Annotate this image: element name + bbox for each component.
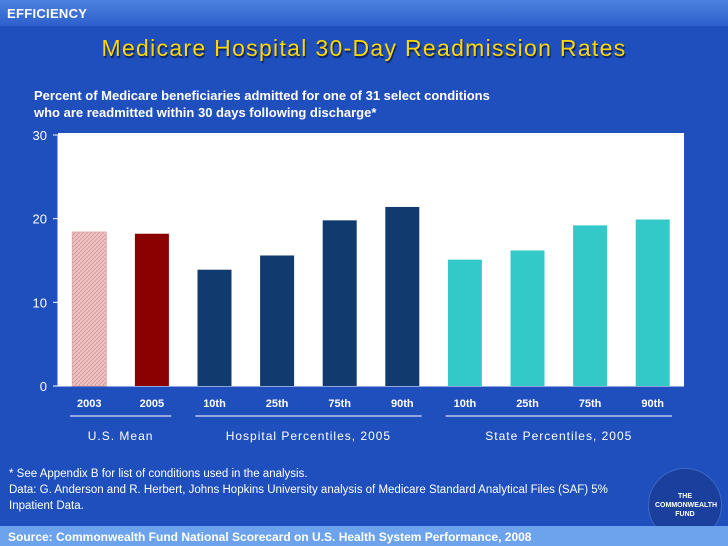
- logo-line: FUND: [675, 510, 695, 518]
- bar-value-label: 14: [207, 250, 222, 265]
- bar: [510, 250, 545, 386]
- group-label: State Percentiles, 2005: [485, 429, 632, 443]
- source-text: Source: Commonwealth Fund National Score…: [8, 530, 532, 544]
- bar-value-label: 20: [645, 200, 659, 215]
- bar: [447, 259, 482, 386]
- bar-value-label: 18: [82, 212, 96, 227]
- subtitle-line: who are readmitted within 30 days follow…: [34, 105, 377, 120]
- bar: [134, 233, 169, 386]
- x-tick-label: 75th: [579, 398, 602, 410]
- bar: [322, 220, 357, 386]
- y-tick-label: 10: [33, 295, 47, 310]
- bar-value-label: 18: [145, 214, 159, 229]
- bar: [573, 225, 608, 386]
- x-tick-label: 25th: [516, 398, 539, 410]
- x-tick-label: 2005: [140, 398, 164, 410]
- bar-value-label: 19: [583, 205, 597, 220]
- y-tick-label: 20: [33, 212, 47, 227]
- bar-value-label: 16: [270, 235, 284, 250]
- bar-value-label: 21: [395, 187, 409, 202]
- bar-value-label: 20: [332, 200, 346, 215]
- group-label: U.S. Mean: [88, 429, 154, 443]
- footnote-line: Data: G. Anderson and R. Herbert, Johns …: [9, 484, 608, 496]
- x-tick-label: 90th: [641, 398, 664, 410]
- header-band: [0, 0, 728, 26]
- group-label: Hospital Percentiles, 2005: [226, 429, 391, 443]
- source-bar: Source: Commonwealth Fund National Score…: [0, 526, 728, 546]
- bar-value-label: 15: [458, 240, 472, 255]
- x-tick-label: 2003: [77, 398, 101, 410]
- bar-value-label: 16: [520, 230, 534, 245]
- footnote-line: Inpatient Data.: [9, 500, 84, 512]
- bar: [635, 219, 670, 386]
- footnote: * See Appendix B for list of conditions …: [9, 466, 649, 514]
- bar: [71, 231, 107, 387]
- section-label: EFFICIENCY: [7, 6, 88, 21]
- readmission-bar-chart: 0 10 20 30 18 2003 18 2005 14 10th 16 25th 20 75th 21 9…: [33, 128, 684, 443]
- bar: [197, 269, 232, 386]
- logo-line: COMMONWEALTH: [655, 501, 718, 509]
- page-title: Medicare Hospital 30-Day Readmission Rat…: [101, 35, 627, 61]
- logo-line: THE: [678, 492, 692, 500]
- x-tick-label: 25th: [266, 398, 289, 410]
- chart-subtitle: Percent of Medicare beneficiaries admitt…: [34, 87, 594, 121]
- y-tick-label: 30: [33, 128, 47, 143]
- subtitle-line: Percent of Medicare beneficiaries admitt…: [34, 88, 490, 103]
- x-tick-label: 10th: [454, 398, 477, 410]
- x-tick-label: 90th: [391, 398, 414, 410]
- bar: [385, 206, 420, 386]
- x-tick-label: 75th: [328, 398, 351, 410]
- x-tick-label: 10th: [203, 398, 226, 410]
- y-tick-label: 0: [40, 379, 47, 394]
- footnote-line: * See Appendix B for list of conditions …: [9, 468, 308, 480]
- bar: [260, 255, 295, 386]
